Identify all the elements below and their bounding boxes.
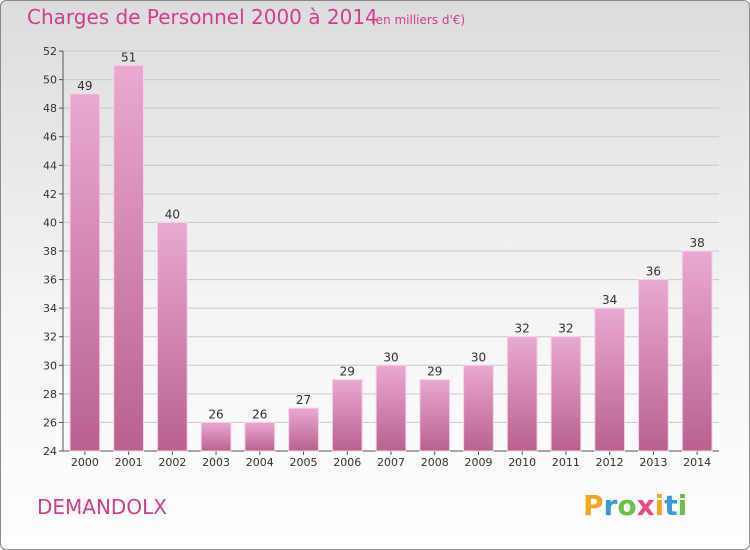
y-tick-label: 24 (43, 445, 57, 458)
bar-2009 (463, 364, 494, 452)
bar-2002 (156, 221, 188, 452)
x-tick-label-2008: 2008 (421, 456, 449, 469)
value-label-2014: 38 (689, 236, 704, 250)
y-tick-label: 38 (43, 245, 57, 258)
value-label-2010: 32 (515, 322, 530, 336)
bar-2000 (69, 93, 101, 452)
logo-letter: r (603, 489, 618, 522)
logo-letter: o (617, 489, 637, 522)
value-label-2013: 36 (646, 265, 661, 279)
bar-2014 (681, 250, 713, 452)
value-label-2009: 30 (471, 350, 486, 364)
labels: 24 26 28 30 32 34 36 38 40 42 44 46 48 50 52 49 2000 51 20… (43, 45, 711, 469)
proxiti-logo: Proxiti (583, 489, 687, 522)
y-tick-label: 46 (43, 131, 57, 144)
x-tick-label-2012: 2012 (596, 456, 624, 469)
y-tick-label: 36 (43, 274, 57, 287)
logo-letter: x (636, 489, 655, 522)
bar-2005 (288, 407, 319, 452)
x-tick-label-2001: 2001 (115, 456, 143, 469)
bar-2003 (200, 421, 232, 452)
y-tick-label: 26 (43, 416, 57, 429)
value-label-2006: 29 (340, 365, 355, 379)
chart-subtitle: (en milliers d'€) (371, 13, 466, 27)
bar-2010 (506, 336, 538, 452)
x-tick-label-2004: 2004 (246, 456, 274, 469)
y-tick-label: 34 (43, 302, 57, 315)
value-label-2012: 34 (602, 293, 617, 307)
logo-letter: P (583, 489, 604, 522)
x-tick-label-2002: 2002 (158, 456, 186, 469)
x-tick-label-2000: 2000 (71, 456, 99, 469)
logo-letter: i (677, 489, 688, 522)
x-tick-label-2013: 2013 (639, 456, 667, 469)
x-tick-label-2014: 2014 (683, 456, 711, 469)
bar-2001 (113, 64, 144, 452)
y-tick-label: 50 (43, 74, 57, 87)
x-tick-label-2010: 2010 (508, 456, 536, 469)
x-tick-label-2006: 2006 (333, 456, 361, 469)
y-tick-label: 52 (43, 45, 57, 58)
value-label-2005: 27 (296, 393, 311, 407)
x-tick-label-2009: 2009 (464, 456, 492, 469)
x-tick-label-2007: 2007 (377, 456, 405, 469)
value-label-2008: 29 (427, 365, 442, 379)
value-label-2004: 26 (252, 407, 267, 421)
value-label-2002: 40 (165, 207, 180, 221)
bar-2012 (594, 307, 626, 452)
bar-2007 (375, 364, 407, 452)
bar-2008 (419, 379, 451, 452)
y-tick-label: 40 (43, 216, 57, 229)
bar-2013 (638, 279, 669, 452)
y-tick-label: 44 (43, 159, 57, 172)
value-label-2007: 30 (383, 350, 398, 364)
y-tick-label: 30 (43, 359, 57, 372)
bars (69, 64, 713, 452)
x-tick-label-2005: 2005 (290, 456, 318, 469)
value-label-2011: 32 (558, 322, 573, 336)
value-label-2001: 51 (121, 50, 136, 64)
y-tick-label: 42 (43, 188, 57, 201)
value-label-2003: 26 (208, 407, 223, 421)
logo-letter: i (654, 489, 665, 522)
commune-name: DEMANDOLX (37, 495, 167, 519)
value-label-2000: 49 (77, 79, 92, 93)
chart-title: Charges de Personnel 2000 à 2014 (27, 5, 378, 29)
bar-2006 (331, 379, 363, 452)
x-tick-label-2011: 2011 (552, 456, 580, 469)
bar-2011 (550, 336, 582, 452)
y-tick-label: 48 (43, 102, 57, 115)
x-tick-label-2003: 2003 (202, 456, 230, 469)
y-tick-label: 28 (43, 388, 57, 401)
logo-letter: t (664, 489, 678, 522)
bar-2004 (244, 421, 276, 452)
y-tick-label: 32 (43, 331, 57, 344)
